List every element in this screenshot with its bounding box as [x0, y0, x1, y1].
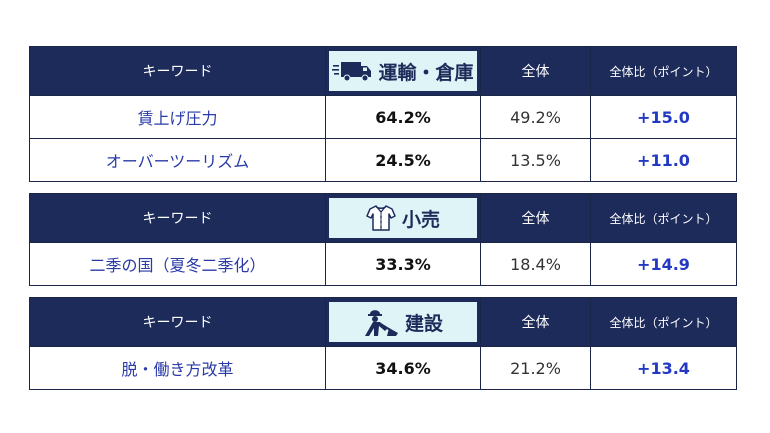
table-row: オーバーツーリズム 24.5% 13.5% +11.0 — [29, 138, 737, 182]
overall-header: 全体 — [480, 46, 591, 96]
industry-value-cell: 64.2% — [325, 95, 481, 139]
diff-cell: +15.0 — [590, 95, 737, 139]
diff-header: 全体比（ポイント） — [590, 46, 737, 96]
keyword-cell: 脱・働き方改革 — [29, 346, 326, 390]
keyword-header: キーワード — [29, 193, 326, 243]
industry-label: 運輸・倉庫 — [378, 61, 474, 84]
industry-label: 小売 — [401, 208, 440, 231]
table-header-row: キーワード 建設 全体 全体比（ポイント） — [29, 297, 737, 347]
industry-header: 建設 — [325, 297, 481, 347]
overall-header: 全体 — [480, 297, 591, 347]
keyword-header: キーワード — [29, 297, 326, 347]
industry-header: 小売 — [325, 193, 481, 243]
shirt-icon — [366, 205, 396, 231]
table-header-row: キーワード 小売 全体 全体比（ポイント） — [29, 193, 737, 243]
truck-icon — [332, 62, 372, 82]
keyword-cell: オーバーツーリズム — [29, 138, 326, 182]
construction-worker-icon — [364, 310, 398, 336]
industry-value-cell: 33.3% — [325, 242, 481, 286]
diff-header: 全体比（ポイント） — [590, 297, 737, 347]
table-row: 賃上げ圧力 64.2% 49.2% +15.0 — [29, 95, 737, 139]
overall-value-cell: 13.5% — [480, 138, 591, 182]
industry-value-cell: 34.6% — [325, 346, 481, 390]
table-row: 脱・働き方改革 34.6% 21.2% +13.4 — [29, 346, 737, 390]
diff-cell: +14.9 — [590, 242, 737, 286]
industry-label: 建設 — [404, 312, 443, 335]
table-row: 二季の国（夏冬二季化） 33.3% 18.4% +14.9 — [29, 242, 737, 286]
overall-value-cell: 21.2% — [480, 346, 591, 390]
keyword-cell: 賃上げ圧力 — [29, 95, 326, 139]
table-header-row: キーワード 運輸・倉庫 全体 全体比（ポイント） — [29, 46, 737, 96]
industry-value-cell: 24.5% — [325, 138, 481, 182]
overall-value-cell: 18.4% — [480, 242, 591, 286]
overall-value-cell: 49.2% — [480, 95, 591, 139]
overall-header: 全体 — [480, 193, 591, 243]
diff-cell: +13.4 — [590, 346, 737, 390]
keyword-table-construction: キーワード 建設 全体 全体比（ポイント） 脱・働き方改革 34.6% 21.2… — [29, 297, 737, 390]
diff-header: 全体比（ポイント） — [590, 193, 737, 243]
keyword-header: キーワード — [29, 46, 326, 96]
diff-cell: +11.0 — [590, 138, 737, 182]
industry-header: 運輸・倉庫 — [325, 46, 481, 96]
keyword-cell: 二季の国（夏冬二季化） — [29, 242, 326, 286]
keyword-table-retail: キーワード 小売 全体 全体比（ポイント） 二季の国（夏冬二季化） 33.3% … — [29, 193, 737, 286]
keyword-table-transport: キーワード 運輸・倉庫 全体 全体比（ポイント） 賃上げ圧力 — [29, 46, 737, 182]
